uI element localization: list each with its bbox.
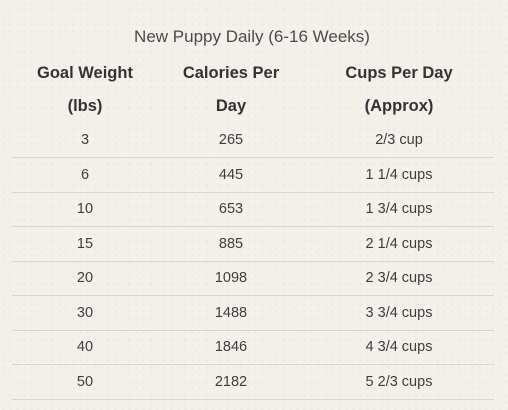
cell-calories: 1098 [158, 261, 304, 296]
feeding-table: Goal Weight (lbs) Calories Per Day Cups … [12, 53, 494, 400]
header-goal-weight: Goal Weight (lbs) [12, 53, 158, 123]
table-row: 20 1098 2 3/4 cups [12, 261, 494, 296]
header-row: Goal Weight (lbs) Calories Per Day Cups … [12, 53, 494, 123]
header-calories: Calories Per Day [158, 53, 304, 123]
cell-weight: 6 [12, 157, 158, 193]
cell-cups: 1 1/4 cups [304, 157, 494, 193]
cell-weight: 10 [12, 192, 158, 227]
table-row: 10 653 1 3/4 cups [12, 192, 494, 227]
cell-calories: 885 [158, 226, 304, 262]
cell-calories: 265 [158, 123, 304, 158]
table-header: Goal Weight (lbs) Calories Per Day Cups … [12, 53, 494, 123]
cell-calories: 445 [158, 157, 304, 193]
cell-weight: 30 [12, 295, 158, 331]
cell-cups: 2 3/4 cups [304, 261, 494, 296]
table-row: 50 2182 5 2/3 cups [12, 364, 494, 400]
header-goal-weight-line2: (lbs) [67, 97, 103, 115]
table-row: 40 1846 4 3/4 cups [12, 330, 494, 365]
cell-weight: 15 [12, 226, 158, 262]
cell-weight: 3 [12, 123, 158, 158]
cell-calories: 2182 [158, 364, 304, 400]
header-cups-line1: Cups Per Day [345, 64, 453, 82]
cell-cups: 4 3/4 cups [304, 330, 494, 365]
table-row: 30 1488 3 3/4 cups [12, 295, 494, 331]
cell-cups: 5 2/3 cups [304, 364, 494, 400]
cell-calories: 653 [158, 192, 304, 227]
table-row: 3 265 2/3 cup [12, 123, 494, 158]
table-caption: New Puppy Daily (6-16 Weeks) [134, 27, 370, 46]
header-goal-weight-line1: Goal Weight [37, 64, 133, 82]
cell-cups: 3 3/4 cups [304, 295, 494, 331]
header-cups-line2: (Approx) [364, 97, 434, 115]
cell-weight: 20 [12, 261, 158, 296]
cell-cups: 2/3 cup [304, 123, 494, 158]
cell-cups: 2 1/4 cups [304, 226, 494, 262]
header-calories-line2: Day [215, 97, 247, 115]
cell-weight: 40 [12, 330, 158, 365]
cell-calories: 1846 [158, 330, 304, 365]
table-body: 3 265 2/3 cup 6 445 1 1/4 cups 10 653 1 … [12, 123, 494, 400]
header-calories-line1: Calories Per [182, 64, 280, 82]
cell-weight: 50 [12, 364, 158, 400]
header-cups: Cups Per Day (Approx) [304, 53, 494, 123]
table-row: 6 445 1 1/4 cups [12, 157, 494, 193]
cell-calories: 1488 [158, 295, 304, 331]
cell-cups: 1 3/4 cups [304, 192, 494, 227]
table-row: 15 885 2 1/4 cups [12, 226, 494, 262]
